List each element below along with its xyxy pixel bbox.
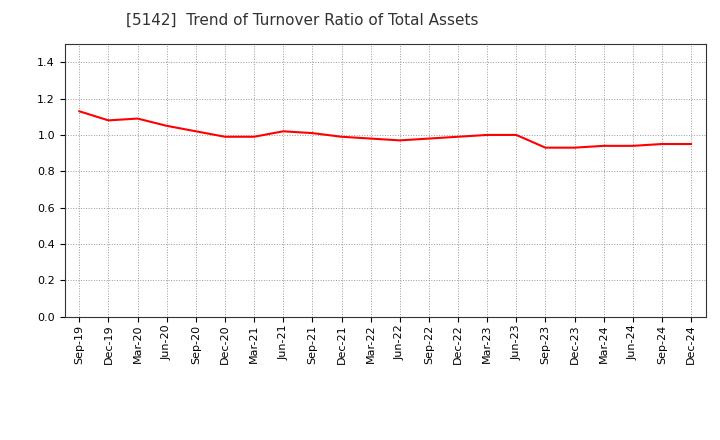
Text: [5142]  Trend of Turnover Ratio of Total Assets: [5142] Trend of Turnover Ratio of Total …: [126, 13, 479, 28]
